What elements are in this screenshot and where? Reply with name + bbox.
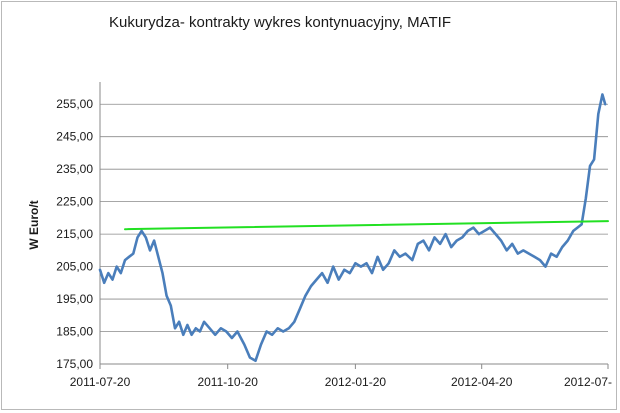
gridlines <box>100 103 608 365</box>
x-tick-labels: 2011-07-20 2011-10-20 2012-01-20 2012-04-20… <box>70 375 612 389</box>
y-tick-label: 185,00 <box>56 325 93 339</box>
trend-line <box>124 220 609 231</box>
y-tick-label: 215,00 <box>56 227 93 241</box>
series-layer <box>98 93 609 363</box>
x-tick-label: 2012-04-20 <box>451 375 513 389</box>
y-tick-label: 175,00 <box>56 357 93 371</box>
y-tick-labels: 175,00 185,00 195,00 205,00 215,00 225,00 235,… <box>56 97 93 371</box>
x-tick-label: 2012-07- <box>564 375 612 389</box>
chart-title: Kukurydza- kontrakty wykres kontynuacyjn… <box>108 14 452 31</box>
x-tick-label: 2012-01-20 <box>325 375 387 389</box>
y-tick-label: 195,00 <box>56 292 93 306</box>
y-tick-label: 225,00 <box>56 195 93 209</box>
price-series-line <box>98 93 607 363</box>
y-tick-label: 235,00 <box>56 162 93 176</box>
x-tick-label: 2011-10-20 <box>197 375 258 389</box>
y-tick-label: 245,00 <box>56 130 93 144</box>
y-tick-label: 255,00 <box>56 97 93 111</box>
x-tick-label: 2011-07-20 <box>70 375 131 389</box>
y-axis-label: W Euro/t <box>27 200 41 249</box>
axes <box>99 82 609 369</box>
y-tick-label: 205,00 <box>56 260 93 274</box>
